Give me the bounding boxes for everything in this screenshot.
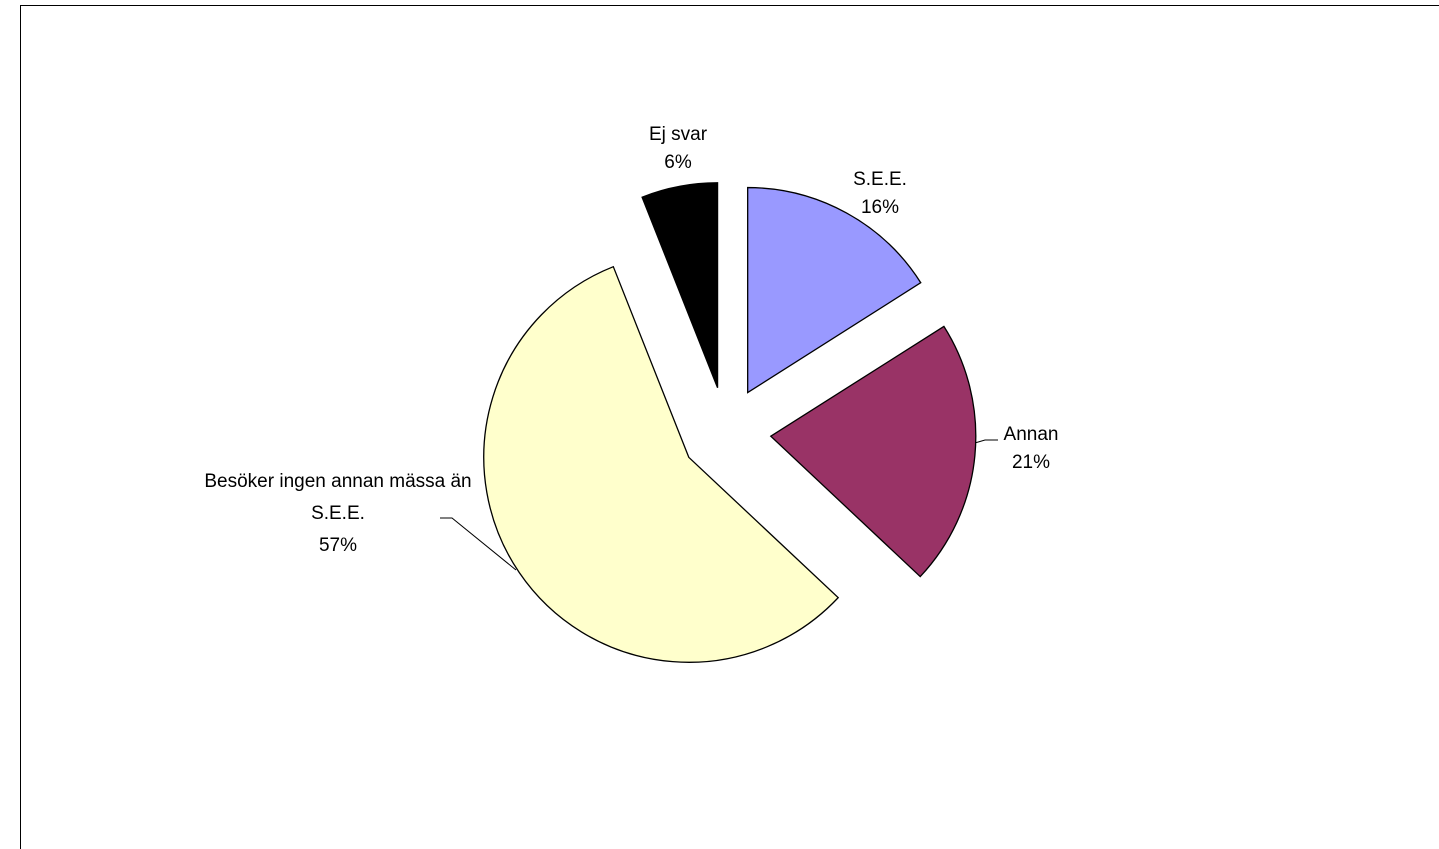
category-label: Annan	[1003, 424, 1059, 445]
pie-slice	[483, 265, 840, 663]
pie-slice	[747, 186, 922, 394]
value-label: 16%	[860, 197, 900, 218]
value-label: 21%	[1011, 452, 1051, 473]
slice-label: Annan 21%	[1004, 421, 1059, 477]
slice-label: S.E.E. 16%	[853, 166, 907, 222]
category-label: Besöker ingen annan mässa än S.E.E.	[204, 471, 472, 524]
slice-label: Besöker ingen annan mässa än S.E.E. 57%	[203, 466, 473, 562]
pie-slice	[641, 182, 719, 389]
value-label: 6%	[664, 152, 692, 173]
category-label: Ej svar	[648, 124, 708, 145]
leader-line	[440, 517, 517, 571]
value-label: 57%	[318, 535, 358, 556]
slice-label: Ej svar 6%	[649, 121, 707, 177]
pie-slice	[769, 325, 977, 578]
category-label: S.E.E.	[853, 169, 907, 190]
chart-border	[20, 5, 1439, 849]
